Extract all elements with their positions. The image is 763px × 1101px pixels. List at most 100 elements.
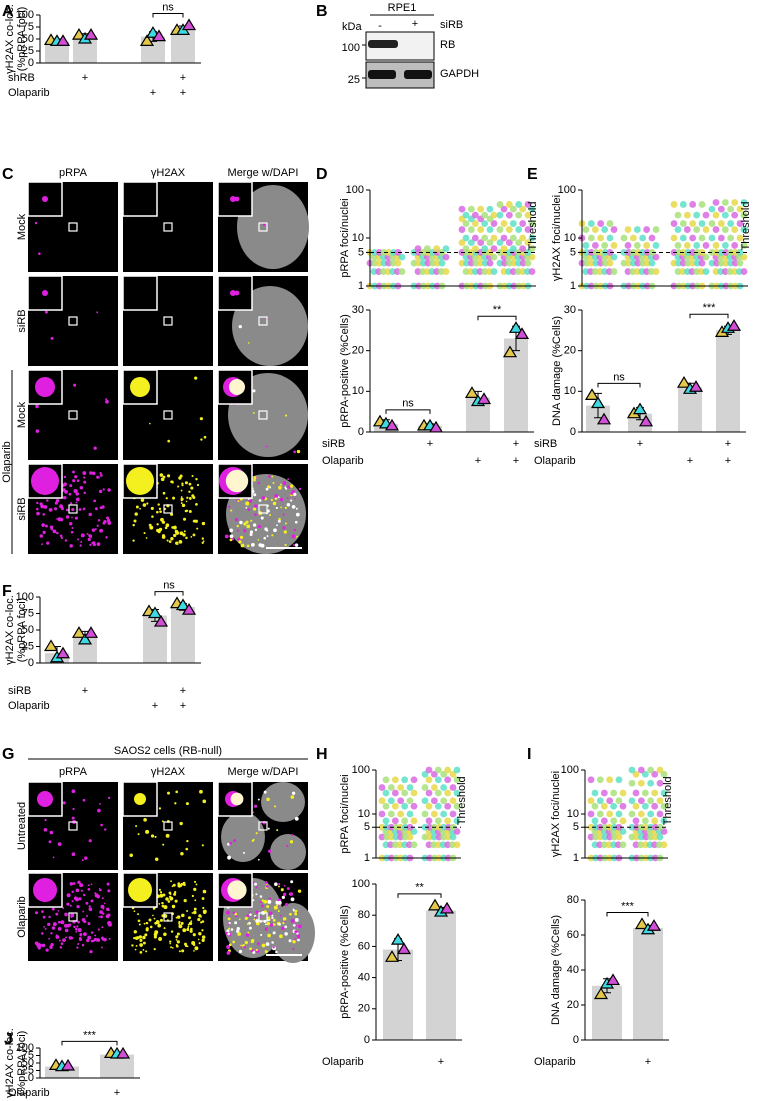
focus (154, 835, 157, 838)
focus (193, 880, 197, 884)
row-label: Mock (16, 401, 28, 428)
cell-dot (600, 789, 608, 797)
inset-focus (31, 467, 59, 495)
cell-dot (476, 268, 484, 275)
focus (197, 917, 201, 922)
cell-dot (515, 211, 523, 219)
cell-dot (371, 249, 379, 256)
focus (71, 789, 76, 794)
cell-dot (647, 797, 655, 805)
cell-dot (656, 766, 664, 774)
focus (262, 223, 266, 226)
focus (181, 482, 184, 485)
focus (284, 506, 288, 510)
cell-dot (615, 797, 623, 805)
cell-dot (693, 242, 701, 249)
focus (229, 528, 234, 533)
focus (191, 474, 194, 478)
cell-dot (674, 226, 682, 233)
focus (228, 505, 231, 508)
significance-bracket (397, 893, 442, 898)
cell-dot (371, 259, 379, 267)
focus (105, 536, 108, 539)
focus (257, 539, 260, 541)
cell-dot (597, 259, 605, 267)
cell-dot (625, 259, 633, 267)
focus (71, 527, 74, 530)
focus (50, 336, 54, 340)
focus (76, 904, 80, 909)
focus (290, 918, 295, 923)
focus (227, 842, 230, 846)
focus (167, 474, 171, 478)
y-tick-label: 1 (573, 852, 579, 864)
focus (49, 830, 54, 835)
focus (273, 905, 278, 910)
focus (87, 922, 91, 925)
focus (68, 492, 72, 496)
cell-dot (523, 268, 531, 275)
cell-dot (655, 841, 663, 849)
cell-dot (683, 211, 691, 219)
y-tick-label: 20 (567, 999, 579, 1011)
cell-dot (383, 833, 391, 841)
condition-mark: + (513, 455, 519, 467)
focus (98, 915, 101, 918)
cell-dot (647, 810, 655, 818)
replicate-marker (384, 418, 400, 431)
cell-dot (462, 220, 470, 227)
cell-dot (641, 770, 649, 778)
focus (44, 818, 47, 822)
cell-dot (605, 841, 613, 849)
focus (192, 933, 196, 937)
cell-dot (587, 776, 595, 784)
zoom-box (68, 410, 78, 420)
focus (173, 890, 177, 894)
focus (265, 942, 270, 946)
focus (271, 916, 274, 919)
cell-dot (606, 234, 614, 242)
focus (149, 422, 151, 425)
focus (252, 899, 255, 902)
cell-dot (505, 239, 513, 247)
cell-dot (651, 770, 659, 778)
cell-dot (591, 841, 599, 849)
y-tick-label: 5 (364, 821, 370, 833)
focus (159, 473, 164, 477)
cell-dot (414, 268, 422, 275)
focus (134, 512, 138, 516)
cell-dot (405, 841, 413, 849)
focus (226, 929, 230, 933)
focus (271, 914, 274, 917)
replicate-marker (439, 901, 455, 914)
cell-dot (414, 245, 422, 253)
focus (238, 918, 241, 921)
focus (81, 918, 86, 922)
focus (298, 487, 302, 491)
cell-dot (643, 242, 651, 249)
cell-dot (583, 249, 591, 256)
focus (186, 496, 189, 499)
zoom-box (258, 912, 268, 922)
significance-label: *** (703, 302, 717, 314)
focus (247, 508, 251, 511)
condition-mark: + (152, 700, 158, 712)
focus (178, 539, 183, 544)
cell-dot (425, 841, 433, 849)
cell-dot (629, 268, 637, 275)
cell-dot (397, 784, 405, 791)
focus (73, 383, 77, 387)
replicate-marker (502, 345, 518, 358)
focus (198, 932, 202, 936)
cell-dot (740, 211, 748, 219)
panel-label: E (527, 166, 538, 183)
focus (176, 915, 181, 919)
focus (34, 911, 39, 915)
focus (94, 892, 97, 895)
inset (122, 181, 158, 217)
cell-dot (519, 234, 527, 242)
focus (297, 924, 302, 929)
cell-dot (439, 841, 447, 849)
focus (145, 829, 150, 834)
cell-dot (717, 249, 725, 256)
